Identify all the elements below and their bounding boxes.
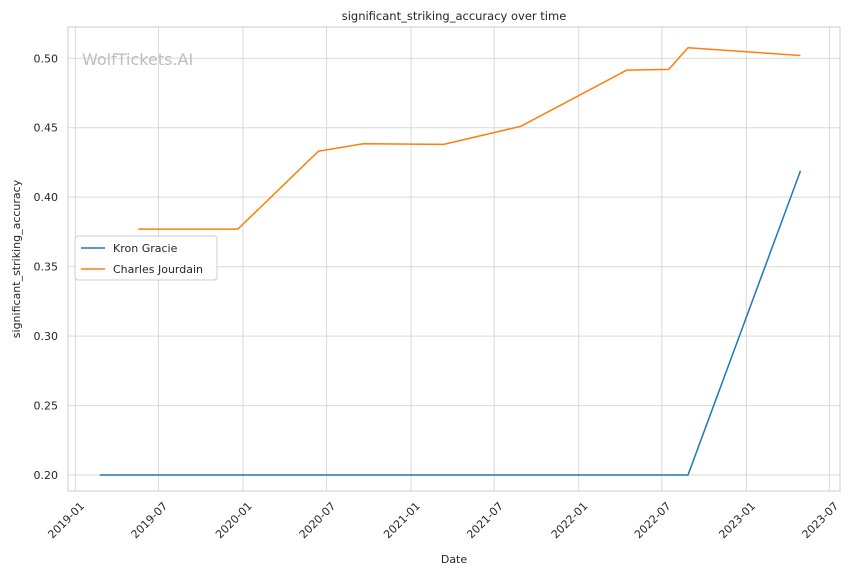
chart-title: significant_striking_accuracy over time	[342, 9, 567, 23]
x-tick-label: 2022-07	[632, 500, 674, 542]
y-tick-label: 0.25	[34, 400, 59, 413]
y-axis-title: significant_striking_accuracy	[10, 179, 23, 338]
x-axis-ticks: 2019-01 2019-07 2020-01 2020-07 2021-01 2021-…	[45, 500, 841, 542]
plot-area-border	[67, 26, 841, 492]
y-axis-ticks: 0.20 0.25 0.30 0.35 0.40 0.45 0.50	[34, 52, 59, 482]
legend-label: Kron Gracie	[113, 242, 178, 255]
series-line-0	[99, 170, 802, 476]
x-tick-label: 2021-01	[381, 500, 423, 542]
x-tick-label: 2022-01	[549, 500, 591, 542]
legend: Kron Gracie Charles Jourdain	[74, 235, 218, 281]
x-axis-title: Date	[441, 553, 468, 566]
x-tick-label: 2020-07	[297, 500, 339, 542]
x-tick-label: 2021-07	[464, 500, 506, 542]
x-tick-label: 2019-07	[129, 500, 171, 542]
x-tick-label: 2023-07	[800, 500, 842, 542]
legend-label: Charles Jourdain	[113, 263, 203, 276]
x-tick-label: 2020-01	[213, 500, 255, 542]
y-tick-label: 0.40	[34, 191, 59, 204]
watermark-text: WolfTickets.AI	[82, 50, 193, 69]
legend-box	[74, 235, 218, 281]
y-tick-label: 0.20	[34, 469, 59, 482]
y-tick-label: 0.35	[34, 261, 59, 274]
y-tick-label: 0.45	[34, 122, 59, 135]
x-tick-label: 2019-01	[45, 500, 87, 542]
y-tick-label: 0.30	[34, 330, 59, 343]
y-tick-label: 0.50	[34, 52, 59, 65]
series-line-1	[138, 47, 801, 230]
series-lines	[99, 47, 802, 476]
x-tick-label: 2023-01	[716, 500, 758, 542]
